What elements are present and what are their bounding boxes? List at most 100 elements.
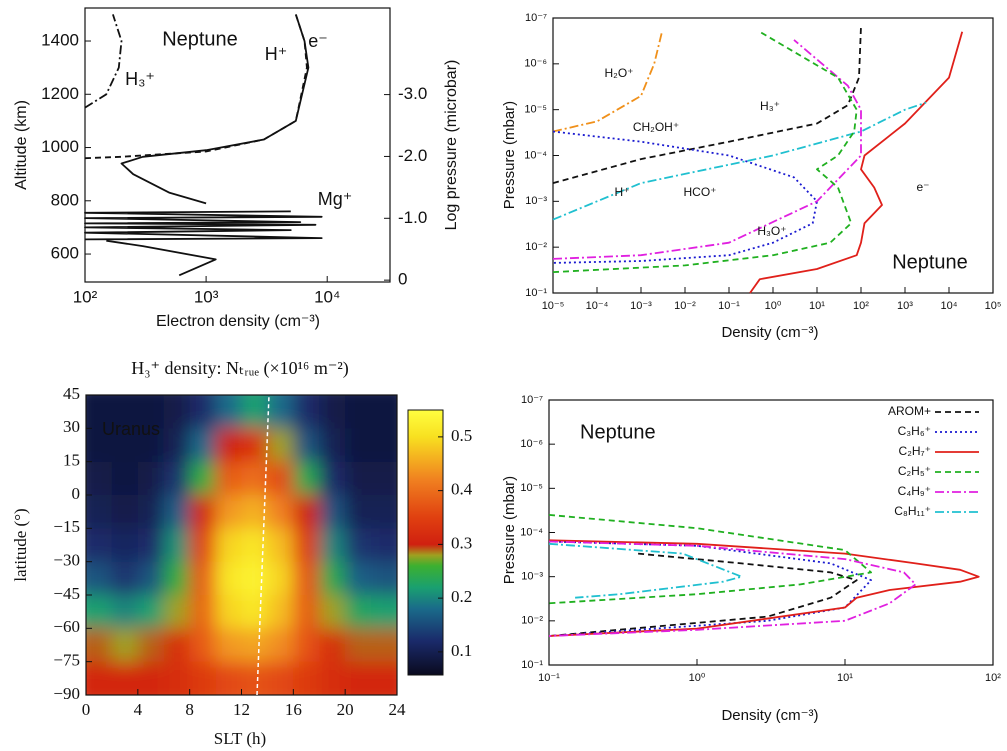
heat-cell <box>241 395 269 429</box>
colorbar <box>407 409 444 676</box>
x-tick-label: 10¹ <box>837 672 853 684</box>
x-tick-label: 10⁴ <box>314 287 340 306</box>
legend-label: AROM+ <box>888 404 931 418</box>
heat-cell <box>319 528 346 563</box>
x-tick-label: 10⁻¹ <box>718 300 740 312</box>
heat-cell <box>267 395 294 429</box>
heat-cell <box>111 561 139 596</box>
heat-cell <box>163 628 191 663</box>
series-line <box>84 14 123 109</box>
heat-cell <box>111 628 139 663</box>
x-tick-label: 8 <box>185 700 194 719</box>
heat-cell <box>86 461 113 496</box>
heat-cell <box>319 428 346 463</box>
y-tick-label: 10⁻³ <box>521 571 543 583</box>
heat-cell <box>111 461 139 496</box>
heat-cell <box>215 428 243 463</box>
x-tick-label: 4 <box>134 700 143 719</box>
y-tick-label: 10⁻² <box>521 615 543 627</box>
colorbar-tick-label: 0.3 <box>451 533 472 552</box>
series-line <box>548 540 917 637</box>
y-tick-label: 10⁻⁶ <box>520 438 543 450</box>
heat-cell <box>241 661 269 695</box>
heat-cell <box>189 628 217 663</box>
heat-cell <box>137 628 165 663</box>
legend-label: C₂H₅⁺ <box>898 464 931 478</box>
x-tick-label: 10² <box>985 672 1001 684</box>
heat-cell <box>137 528 165 563</box>
y-tick-label: 1000 <box>41 137 79 156</box>
heat-cell <box>215 495 243 529</box>
heat-cell <box>241 595 269 629</box>
y2-axis-label: Log pressure (microbar) <box>443 60 460 231</box>
heat-cell <box>137 561 165 596</box>
annotation: Uranus <box>102 419 160 439</box>
heat-cell <box>293 661 320 695</box>
heat-cell <box>189 461 217 496</box>
heat-cell <box>86 595 113 629</box>
x-tick-label: 20 <box>337 700 354 719</box>
series-line <box>548 514 872 605</box>
y-axis-label: latitude (°) <box>11 508 30 581</box>
heat-cell <box>189 528 217 563</box>
heat-cell <box>371 395 397 429</box>
heat-cell <box>215 628 243 663</box>
heat-cell <box>111 528 139 563</box>
legend-label: C₂H₇⁺ <box>899 444 931 458</box>
series-label: e⁻ <box>916 180 929 194</box>
heat-cell <box>267 628 294 663</box>
heat-cell <box>86 661 113 695</box>
panel: 0.1 0.2 0.3 0.4 0.5 H₃⁺ density: Nₜᵣᵤₑ (×10¹⁶… <box>11 358 473 748</box>
heat-cell <box>345 461 372 496</box>
series-line <box>552 31 663 133</box>
heat-cell <box>189 595 217 629</box>
heat-cell <box>345 528 372 563</box>
series-line <box>552 39 862 260</box>
x-tick-label: 10⁻⁴ <box>586 300 609 312</box>
series-label: H⁺ <box>615 185 630 199</box>
heat-cell <box>86 528 113 563</box>
heat-cell <box>371 461 397 496</box>
y-tick-label: −15 <box>53 517 80 536</box>
y-tick-label: 10⁻⁴ <box>520 526 543 538</box>
heat-cell <box>215 661 243 695</box>
heat-cell <box>137 495 165 529</box>
y-tick-label: 1200 <box>41 84 79 103</box>
heat-cell <box>293 495 320 529</box>
x-axis-label: Density (cm⁻³) <box>721 324 818 341</box>
y-tick-label: 45 <box>63 384 80 403</box>
chart-title: H₃⁺ density: Nₜᵣᵤₑ (×10¹⁶ m⁻²) <box>131 358 348 379</box>
heat-cell <box>86 428 113 463</box>
heat-cell <box>267 561 294 596</box>
heat-cell <box>293 561 320 596</box>
heat-cell <box>371 628 397 663</box>
x-tick-label: 24 <box>389 700 407 719</box>
y-axis-label: Pressure (mbar) <box>501 101 518 209</box>
heat-cell <box>371 595 397 629</box>
heat-cell <box>345 628 372 663</box>
y2-tick-label: -2.0 <box>398 146 427 165</box>
heat-cell <box>86 628 113 663</box>
heat-cell <box>371 528 397 563</box>
heat-cell <box>163 461 191 496</box>
heat-cell <box>86 561 113 596</box>
legend-label: C₈H₁₁⁺ <box>894 504 931 518</box>
heat-cell <box>293 428 320 463</box>
heat-cell <box>319 495 346 529</box>
heat-cell <box>189 395 217 429</box>
series-line <box>84 14 308 160</box>
x-tick-label: 16 <box>285 700 302 719</box>
y-tick-label: 1400 <box>41 31 79 50</box>
colorbar-tick-label: 0.5 <box>451 426 472 445</box>
heat-cell <box>163 395 191 429</box>
series-line <box>552 26 862 184</box>
y-tick-label: 30 <box>63 417 80 436</box>
heat-cell <box>371 561 397 596</box>
heat-cell <box>137 595 165 629</box>
x-tick-label: 10³ <box>194 287 219 306</box>
plot-frame <box>84 7 391 283</box>
heat-cell <box>371 661 397 695</box>
y-tick-label: −60 <box>53 617 80 636</box>
series-line <box>548 552 858 637</box>
series-label: H₃O⁺ <box>757 224 786 238</box>
